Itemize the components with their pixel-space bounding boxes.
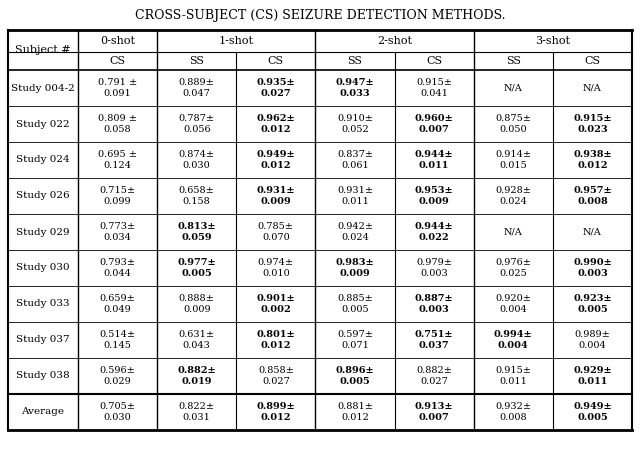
- Text: N/A: N/A: [504, 228, 523, 237]
- Text: 0.977±
0.005: 0.977± 0.005: [177, 258, 216, 278]
- Text: Study 029: Study 029: [16, 228, 70, 237]
- Text: CS: CS: [109, 56, 125, 66]
- Text: 0.887±
0.003: 0.887± 0.003: [415, 294, 454, 314]
- Text: 0.944±
0.022: 0.944± 0.022: [415, 222, 454, 242]
- Text: CS: CS: [268, 56, 284, 66]
- Text: SS: SS: [189, 56, 204, 66]
- Text: 0.914±
0.015: 0.914± 0.015: [495, 150, 531, 170]
- Text: 0.881±
0.012: 0.881± 0.012: [337, 402, 373, 422]
- Text: 0.791 ±
0.091: 0.791 ± 0.091: [98, 78, 137, 98]
- Text: 0.944±
0.011: 0.944± 0.011: [415, 150, 454, 170]
- Text: 0.929±
0.011: 0.929± 0.011: [573, 366, 612, 386]
- Text: Study 024: Study 024: [16, 155, 70, 164]
- Text: 0.822±
0.031: 0.822± 0.031: [179, 402, 215, 422]
- Text: Study 038: Study 038: [16, 372, 70, 381]
- Text: 0.773±
0.034: 0.773± 0.034: [99, 222, 136, 242]
- Text: 0.949±
0.012: 0.949± 0.012: [257, 150, 295, 170]
- Text: 0.659±
0.049: 0.659± 0.049: [100, 294, 136, 314]
- Text: 0.989±
0.004: 0.989± 0.004: [575, 330, 611, 350]
- Text: CROSS-SUBJECT (CS) SEIZURE DETECTION METHODS.: CROSS-SUBJECT (CS) SEIZURE DETECTION MET…: [135, 9, 505, 21]
- Text: Study 022: Study 022: [16, 119, 70, 128]
- Text: 0.931±
0.009: 0.931± 0.009: [257, 186, 295, 206]
- Text: 0.787±
0.056: 0.787± 0.056: [179, 114, 215, 134]
- Text: 0.974±
0.010: 0.974± 0.010: [258, 258, 294, 278]
- Text: 0.913±
0.007: 0.913± 0.007: [415, 402, 453, 422]
- Text: 0.837±
0.061: 0.837± 0.061: [337, 150, 373, 170]
- Text: 0.888±
0.009: 0.888± 0.009: [179, 294, 214, 314]
- Text: 0.785±
0.070: 0.785± 0.070: [258, 222, 294, 242]
- Text: 0.514±
0.145: 0.514± 0.145: [99, 330, 136, 350]
- Text: 0.947±
0.033: 0.947± 0.033: [336, 78, 374, 98]
- Text: Study 004-2: Study 004-2: [11, 83, 75, 92]
- Text: 0.858±
0.027: 0.858± 0.027: [258, 366, 294, 386]
- Text: 0.596±
0.029: 0.596± 0.029: [100, 366, 136, 386]
- Text: 0.915±
0.023: 0.915± 0.023: [573, 114, 612, 134]
- Text: SS: SS: [348, 56, 362, 66]
- Text: 0.962±
0.012: 0.962± 0.012: [257, 114, 295, 134]
- Text: 0.801±
0.012: 0.801± 0.012: [257, 330, 295, 350]
- Text: Subject #: Subject #: [15, 45, 71, 55]
- Text: 0.923±
0.005: 0.923± 0.005: [573, 294, 612, 314]
- Text: 0.994±
0.004: 0.994± 0.004: [494, 330, 532, 350]
- Text: 0.935±
0.027: 0.935± 0.027: [257, 78, 295, 98]
- Text: 0.910±
0.052: 0.910± 0.052: [337, 114, 373, 134]
- Text: N/A: N/A: [583, 228, 602, 237]
- Text: 0-shot: 0-shot: [100, 36, 135, 46]
- Text: 0.658±
0.158: 0.658± 0.158: [179, 186, 214, 206]
- Text: 1-shot: 1-shot: [219, 36, 254, 46]
- Text: 0.938±
0.012: 0.938± 0.012: [573, 150, 612, 170]
- Text: 0.813±
0.059: 0.813± 0.059: [177, 222, 216, 242]
- Text: 0.990±
0.003: 0.990± 0.003: [573, 258, 612, 278]
- Text: CS: CS: [584, 56, 600, 66]
- Text: 0.915±
0.041: 0.915± 0.041: [416, 78, 452, 98]
- Text: 0.957±
0.008: 0.957± 0.008: [573, 186, 612, 206]
- Text: 0.932±
0.008: 0.932± 0.008: [495, 402, 531, 422]
- Text: N/A: N/A: [583, 83, 602, 92]
- Text: 0.949±
0.005: 0.949± 0.005: [573, 402, 612, 422]
- Text: 0.793±
0.044: 0.793± 0.044: [99, 258, 136, 278]
- Text: 0.809 ±
0.058: 0.809 ± 0.058: [98, 114, 137, 134]
- Text: 0.597±
0.071: 0.597± 0.071: [337, 330, 373, 350]
- Text: 0.901±
0.002: 0.901± 0.002: [257, 294, 295, 314]
- Text: 0.885±
0.005: 0.885± 0.005: [337, 294, 373, 314]
- Text: Study 030: Study 030: [16, 264, 70, 273]
- Text: 0.960±
0.007: 0.960± 0.007: [415, 114, 454, 134]
- Text: 0.942±
0.024: 0.942± 0.024: [337, 222, 373, 242]
- Text: N/A: N/A: [504, 83, 523, 92]
- Text: 0.979±
0.003: 0.979± 0.003: [416, 258, 452, 278]
- Text: 0.920±
0.004: 0.920± 0.004: [495, 294, 531, 314]
- Text: 0.874±
0.030: 0.874± 0.030: [179, 150, 215, 170]
- Text: CS: CS: [426, 56, 442, 66]
- Text: 0.983±
0.009: 0.983± 0.009: [336, 258, 374, 278]
- Text: 0.931±
0.011: 0.931± 0.011: [337, 186, 373, 206]
- Text: 0.953±
0.009: 0.953± 0.009: [415, 186, 454, 206]
- Text: 0.705±
0.030: 0.705± 0.030: [100, 402, 136, 422]
- Text: 0.976±
0.025: 0.976± 0.025: [495, 258, 531, 278]
- Text: 0.631±
0.043: 0.631± 0.043: [179, 330, 215, 350]
- Text: Study 037: Study 037: [16, 336, 70, 345]
- Text: 0.751±
0.037: 0.751± 0.037: [415, 330, 453, 350]
- Text: SS: SS: [506, 56, 521, 66]
- Text: 0.882±
0.027: 0.882± 0.027: [416, 366, 452, 386]
- Text: 0.882±
0.019: 0.882± 0.019: [177, 366, 216, 386]
- Text: 0.899±
0.012: 0.899± 0.012: [257, 402, 295, 422]
- Text: 2-shot: 2-shot: [377, 36, 412, 46]
- Text: Study 026: Study 026: [16, 191, 70, 201]
- Text: 0.875±
0.050: 0.875± 0.050: [495, 114, 531, 134]
- Text: 0.889±
0.047: 0.889± 0.047: [179, 78, 214, 98]
- Text: Average: Average: [22, 408, 65, 417]
- Text: 0.715±
0.099: 0.715± 0.099: [99, 186, 136, 206]
- Text: Study 033: Study 033: [16, 300, 70, 309]
- Text: 3-shot: 3-shot: [535, 36, 570, 46]
- Text: 0.915±
0.011: 0.915± 0.011: [495, 366, 531, 386]
- Text: 0.928±
0.024: 0.928± 0.024: [495, 186, 531, 206]
- Text: 0.896±
0.005: 0.896± 0.005: [336, 366, 374, 386]
- Text: 0.695 ±
0.124: 0.695 ± 0.124: [98, 150, 137, 170]
